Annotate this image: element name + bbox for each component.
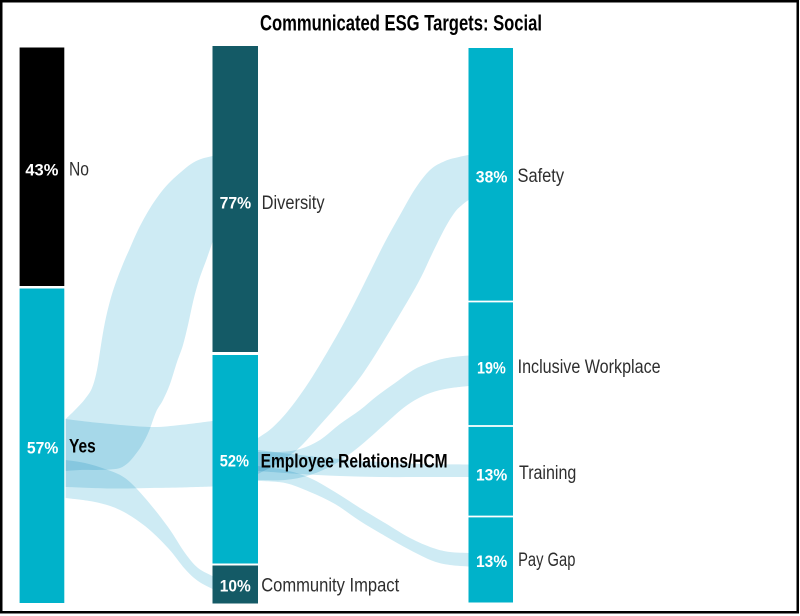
- svg-text:19%: 19%: [477, 359, 506, 378]
- svg-text:Safety: Safety: [518, 166, 565, 187]
- svg-text:Training: Training: [519, 463, 576, 484]
- svg-text:77%: 77%: [220, 194, 252, 213]
- svg-text:Communicated ESG Targets: Soci: Communicated ESG Targets: Social: [260, 11, 542, 36]
- svg-text:No: No: [69, 160, 89, 181]
- svg-text:10%: 10%: [220, 577, 251, 596]
- svg-text:52%: 52%: [220, 452, 249, 471]
- svg-text:Employee Relations/HCM: Employee Relations/HCM: [261, 451, 448, 472]
- svg-text:Community Impact: Community Impact: [261, 576, 400, 597]
- svg-text:Pay Gap: Pay Gap: [518, 550, 575, 571]
- svg-text:13%: 13%: [476, 465, 507, 484]
- svg-text:38%: 38%: [476, 167, 508, 186]
- svg-text:Diversity: Diversity: [262, 193, 325, 214]
- svg-text:13%: 13%: [476, 552, 507, 571]
- svg-text:Inclusive Workplace: Inclusive Workplace: [518, 357, 661, 378]
- svg-text:57%: 57%: [27, 438, 58, 457]
- svg-text:43%: 43%: [25, 160, 58, 179]
- svg-text:Yes: Yes: [69, 437, 96, 458]
